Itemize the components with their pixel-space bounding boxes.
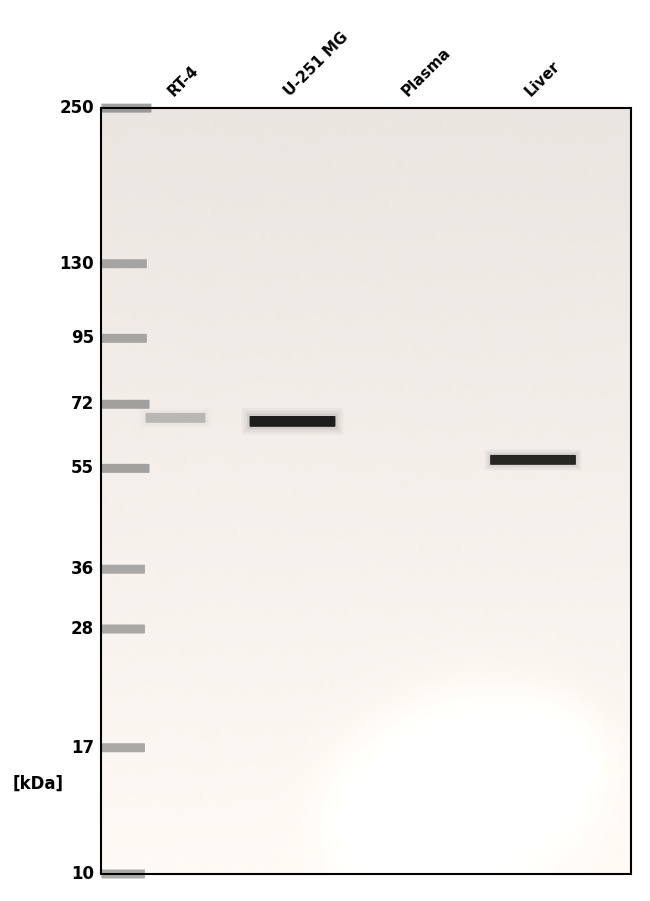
- FancyBboxPatch shape: [146, 413, 205, 423]
- Bar: [101, 108, 630, 874]
- FancyBboxPatch shape: [101, 259, 147, 268]
- Text: 36: 36: [71, 560, 94, 578]
- Text: 55: 55: [72, 460, 94, 478]
- Text: [kDa]: [kDa]: [13, 775, 64, 793]
- FancyBboxPatch shape: [101, 400, 150, 409]
- FancyBboxPatch shape: [490, 455, 576, 465]
- FancyBboxPatch shape: [101, 869, 145, 878]
- FancyBboxPatch shape: [101, 334, 147, 343]
- FancyBboxPatch shape: [101, 743, 145, 752]
- FancyBboxPatch shape: [146, 413, 205, 423]
- Text: RT-4: RT-4: [165, 63, 202, 99]
- Text: 250: 250: [60, 99, 94, 117]
- Text: 17: 17: [71, 739, 94, 757]
- FancyBboxPatch shape: [101, 464, 150, 473]
- FancyBboxPatch shape: [247, 414, 338, 430]
- FancyBboxPatch shape: [101, 624, 145, 633]
- FancyBboxPatch shape: [250, 416, 335, 427]
- FancyBboxPatch shape: [142, 410, 209, 425]
- Text: 10: 10: [72, 865, 94, 883]
- FancyBboxPatch shape: [490, 455, 576, 465]
- Text: U-251 MG: U-251 MG: [282, 30, 352, 99]
- Text: 72: 72: [71, 396, 94, 414]
- Text: Plasma: Plasma: [399, 45, 453, 99]
- FancyBboxPatch shape: [250, 416, 335, 427]
- Text: 95: 95: [71, 330, 94, 347]
- Text: 28: 28: [71, 620, 94, 638]
- Text: 130: 130: [60, 255, 94, 273]
- FancyBboxPatch shape: [488, 452, 578, 468]
- FancyBboxPatch shape: [101, 565, 145, 574]
- Text: Liver: Liver: [523, 59, 563, 99]
- FancyBboxPatch shape: [101, 104, 151, 113]
